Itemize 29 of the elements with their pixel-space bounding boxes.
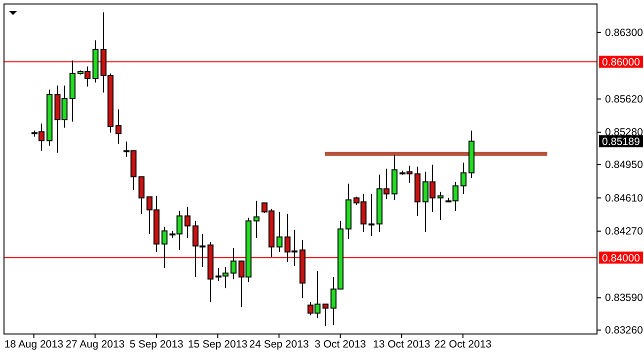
x-tick-label: 24 Sep 2013: [249, 338, 309, 350]
candlestick: [368, 193, 374, 236]
x-tick-label: 22 Oct 2013: [434, 338, 492, 350]
ref-line-label: 0.84000: [602, 252, 640, 264]
candlestick: [254, 200, 260, 238]
x-tick-label: 27 Aug 2013: [66, 338, 125, 350]
candlestick: [184, 206, 190, 238]
candlestick: [438, 191, 444, 220]
text: 0.85189: [602, 136, 640, 148]
y-tick-label: 0.85620: [605, 93, 644, 106]
candlestick: [116, 109, 122, 144]
y-tick-label: 0.84270: [605, 226, 644, 238]
x-tick-label: 18 Aug 2013: [4, 338, 64, 350]
y-tick-label: 0.83260: [605, 324, 644, 336]
x-tick-label: 3 Oct 2013: [314, 338, 366, 350]
x-tick-label: 13 Oct 2013: [373, 338, 430, 350]
candlestick: [138, 176, 144, 214]
y-tick-label: 0.84610: [605, 192, 644, 204]
y-tick-label: 0.83590: [605, 292, 644, 304]
candlestick: [162, 226, 168, 268]
candlestick: [276, 211, 282, 252]
candlestick: [322, 304, 328, 327]
candlestick: [460, 162, 466, 194]
x-tick-label: 15 Sep 2013: [188, 338, 248, 350]
y-tick-label: 0.86300: [605, 26, 644, 39]
y-tick-label: 0.84950: [605, 158, 644, 171]
x-tick-label: 5 Sep 2013: [130, 338, 184, 350]
candlestick: [230, 248, 236, 280]
ref-line-label: 0.86000: [602, 56, 640, 68]
